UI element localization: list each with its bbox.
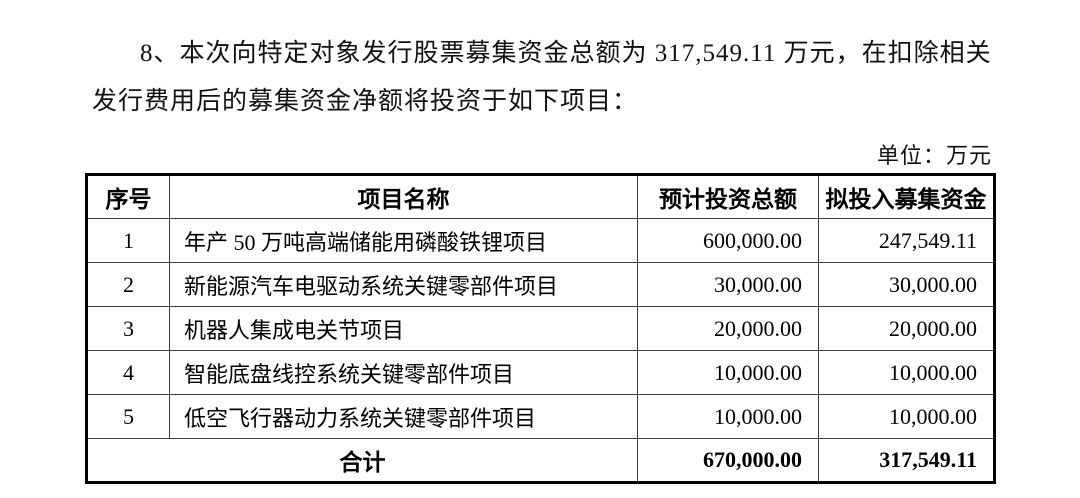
- row-raised-funds: 30,000.00: [818, 262, 995, 307]
- row-no: 3: [86, 306, 170, 351]
- table-row: 5 低空飞行器动力系统关键零部件项目 10,000.00 10,000.00: [86, 394, 995, 439]
- paragraph-line-2: 发行费用后的募集资金净额将投资于如下项目：: [92, 88, 639, 115]
- row-no: 2: [86, 262, 170, 307]
- row-raised-funds: 10,000.00: [818, 394, 995, 439]
- row-no: 1: [86, 218, 170, 263]
- row-raised-funds: 10,000.00: [818, 350, 995, 395]
- row-raised-funds: 20,000.00: [818, 306, 995, 351]
- col-header-raised: 拟投入募集资金: [818, 174, 995, 219]
- row-no: 4: [86, 350, 170, 395]
- table-row: 4 智能底盘线控系统关键零部件项目 10,000.00 10,000.00: [86, 350, 995, 395]
- col-header-project-name: 项目名称: [169, 174, 638, 219]
- table-total-row: 合计 670,000.00 317,549.11: [86, 438, 995, 483]
- row-estimated-total: 10,000.00: [637, 350, 819, 395]
- total-label: 合计: [86, 438, 638, 483]
- row-estimated-total: 10,000.00: [637, 394, 819, 439]
- row-estimated-total: 30,000.00: [637, 262, 819, 307]
- row-estimated-total: 20,000.00: [637, 306, 819, 351]
- table-row: 1 年产 50 万吨高端储能用磷酸铁锂项目 600,000.00 247,549…: [86, 218, 995, 263]
- total-estimated-total: 670,000.00: [637, 438, 819, 483]
- row-raised-funds: 247,549.11: [818, 218, 995, 263]
- table-header-row: 序号 项目名称 预计投资总额 拟投入募集资金: [86, 174, 995, 219]
- row-project-name: 低空飞行器动力系统关键零部件项目: [169, 394, 638, 439]
- row-estimated-total: 600,000.00: [637, 218, 819, 263]
- total-raised-funds: 317,549.11: [818, 438, 995, 483]
- row-project-name: 年产 50 万吨高端储能用磷酸铁锂项目: [169, 218, 638, 263]
- row-no: 5: [86, 394, 170, 439]
- row-project-name: 智能底盘线控系统关键零部件项目: [169, 350, 638, 395]
- paragraph-line-1: 8、本次向特定对象发行股票募集资金总额为 317,549.11 万元，在扣除相关: [140, 40, 992, 67]
- investment-projects-table: 序号 项目名称 预计投资总额 拟投入募集资金 1 年产 50 万吨高端储能用磷酸…: [85, 173, 996, 484]
- unit-label: 单位：万元: [876, 143, 992, 168]
- table-row: 2 新能源汽车电驱动系统关键零部件项目 30,000.00 30,000.00: [86, 262, 995, 307]
- table-row: 3 机器人集成电关节项目 20,000.00 20,000.00: [86, 306, 995, 351]
- row-project-name: 机器人集成电关节项目: [169, 306, 638, 351]
- row-project-name: 新能源汽车电驱动系统关键零部件项目: [169, 262, 638, 307]
- col-header-no: 序号: [86, 174, 170, 219]
- col-header-estimated: 预计投资总额: [637, 174, 819, 219]
